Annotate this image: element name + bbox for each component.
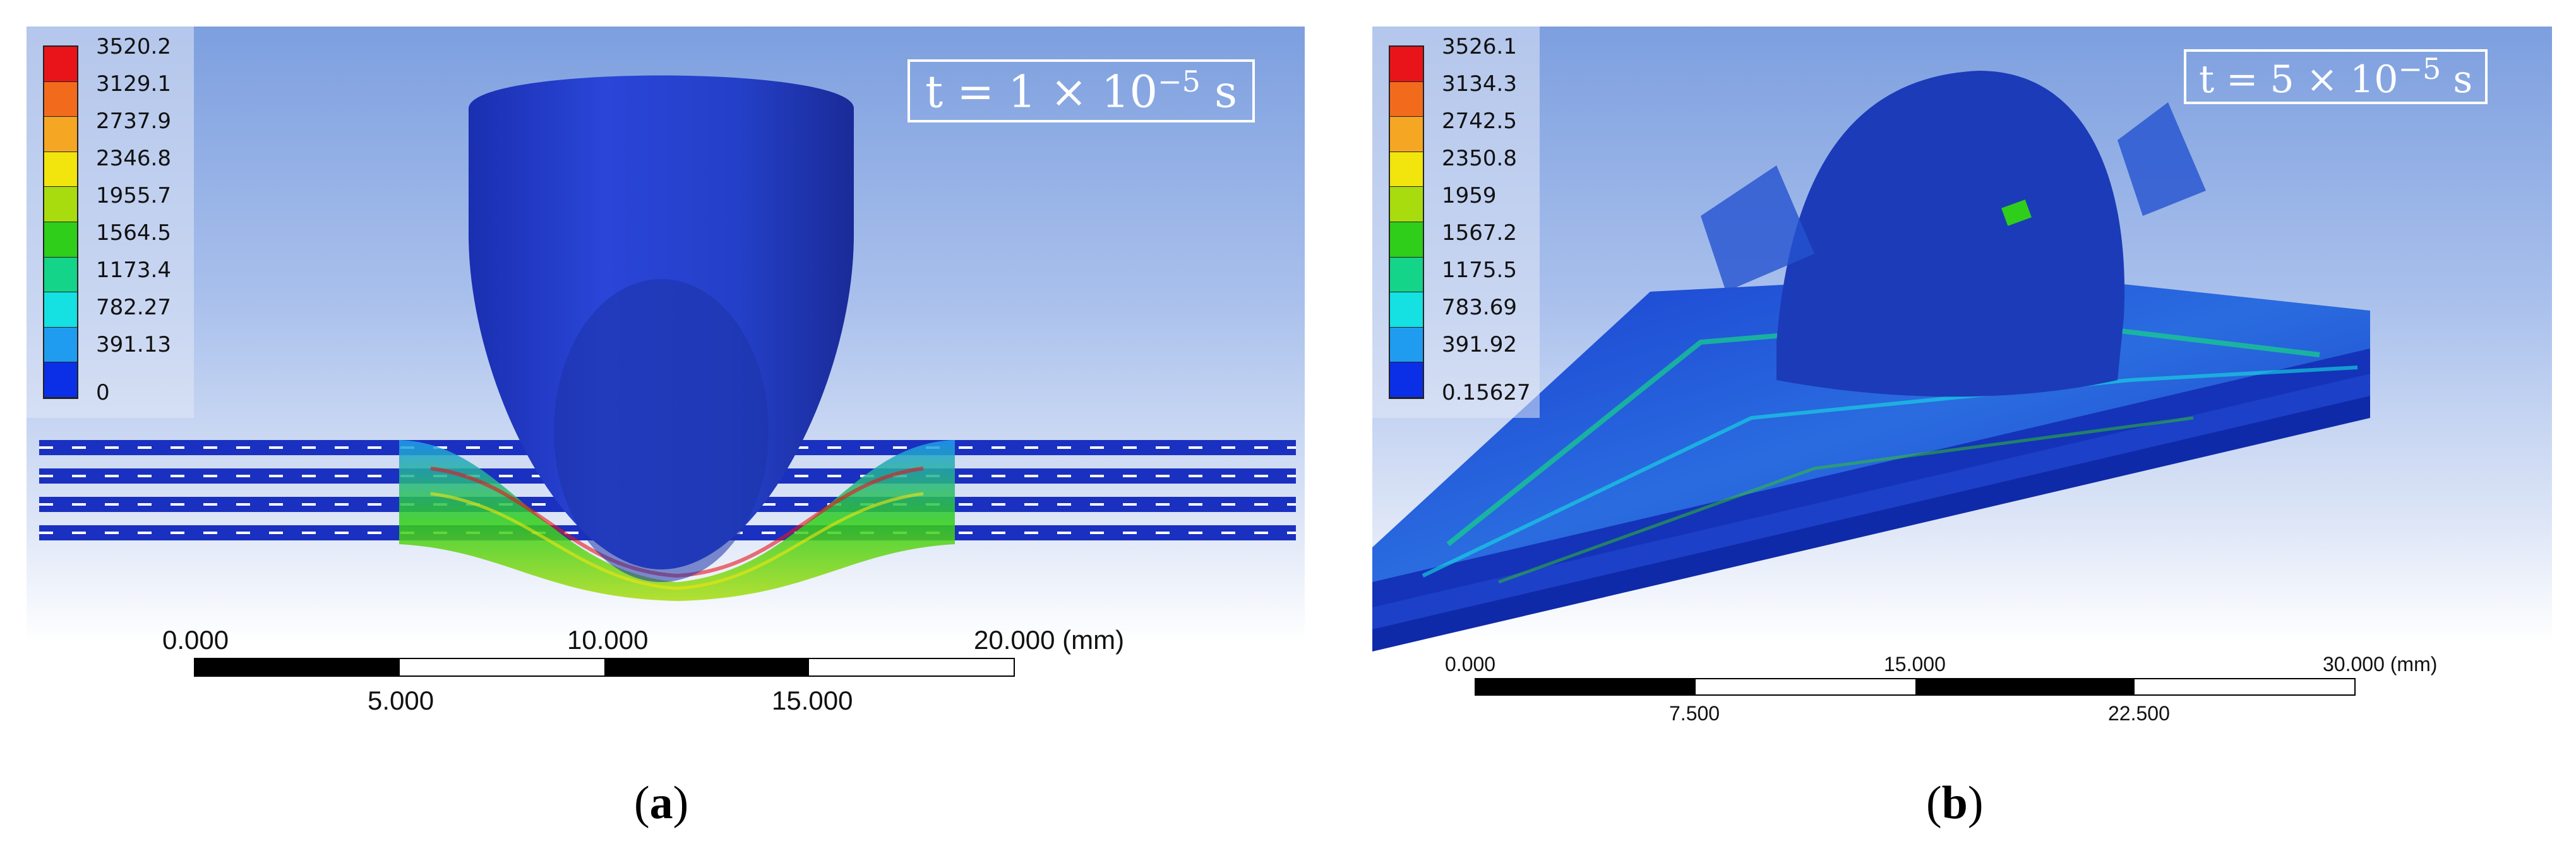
- legend-value: 2737.9: [96, 109, 171, 134]
- legend-value: 1955.7: [96, 183, 171, 208]
- legend-value: 1173.4: [96, 258, 171, 283]
- time-prefix: t = 5 × 10: [2199, 57, 2399, 102]
- legend-value: 782.27: [96, 295, 171, 320]
- legend-value: 391.92: [1442, 332, 1517, 357]
- time-exponent: −5: [2398, 52, 2441, 86]
- time-stamp-b: t = 5 × 10−5 s: [2184, 49, 2488, 104]
- time-unit: s: [2441, 57, 2473, 102]
- legend-value: 3526.1: [1442, 34, 1517, 59]
- simulation-panel-b: 3526.1 3134.3 2742.5 2350.8 1959 1567.2 …: [1372, 27, 2552, 743]
- stress-legend-b: 3526.1 3134.3 2742.5 2350.8 1959 1567.2 …: [1372, 27, 1540, 418]
- legend-value: 2350.8: [1442, 146, 1517, 171]
- scale-label: 5.000: [368, 686, 434, 715]
- legend-value: 1959: [1442, 183, 1497, 208]
- scale-label: 0.000: [1445, 653, 1496, 676]
- legend-value: 2346.8: [96, 146, 171, 171]
- color-swatch: [44, 187, 77, 222]
- scale-label: 30.000 (mm): [2323, 653, 2438, 676]
- color-bar-a: [43, 45, 78, 399]
- projectile-b: [1776, 71, 2125, 397]
- caption-b: (b): [1926, 777, 1984, 829]
- color-swatch: [1390, 257, 1423, 293]
- color-swatch: [44, 117, 77, 152]
- legend-value: 1567.2: [1442, 220, 1517, 246]
- legend-value: 391.13: [96, 332, 171, 357]
- color-swatch: [44, 222, 77, 258]
- caption-a: (a): [634, 777, 689, 829]
- scale-label: 10.000: [567, 625, 649, 655]
- color-swatch: [44, 152, 77, 187]
- color-swatch: [1390, 187, 1423, 222]
- scale-label: 7.500: [1669, 702, 1720, 725]
- projectile-impact-scene-a: [39, 75, 1296, 601]
- projectile-impact-scene-b: [1372, 71, 2370, 652]
- color-swatch: [1390, 152, 1423, 187]
- color-swatch: [1390, 81, 1423, 117]
- color-swatch: [1390, 47, 1423, 82]
- color-swatch: [1390, 117, 1423, 152]
- legend-value: 783.69: [1442, 295, 1517, 320]
- legend-value: 1175.5: [1442, 258, 1517, 283]
- color-bar-b: [1389, 45, 1424, 399]
- caption-letter: b: [1941, 777, 1968, 829]
- scale-ruler: [194, 658, 1015, 677]
- legend-value: 3134.3: [1442, 71, 1517, 97]
- legend-value: 3129.1: [96, 71, 171, 97]
- color-swatch: [1390, 292, 1423, 328]
- caption-letter: a: [649, 777, 673, 829]
- stress-legend-a: 3520.2 3129.1 2737.9 2346.8 1955.7 1564.…: [27, 27, 194, 418]
- simulation-panel-a: 3520.2 3129.1 2737.9 2346.8 1955.7 1564.…: [27, 27, 1305, 743]
- scale-ruler: [1475, 678, 2356, 696]
- time-stamp-a: t = 1 × 10−5 s: [908, 59, 1255, 123]
- color-swatch: [1390, 222, 1423, 258]
- damaged-plates-b: [1372, 273, 2370, 652]
- time-exponent: −5: [1158, 64, 1201, 98]
- time-prefix: t = 1 × 10: [925, 66, 1158, 118]
- legend-value: 3520.2: [96, 34, 171, 59]
- legend-value: 2742.5: [1442, 109, 1517, 134]
- color-swatch: [1390, 362, 1423, 398]
- legend-value: 0.15627: [1442, 380, 1531, 405]
- color-swatch: [44, 327, 77, 363]
- color-swatch: [1390, 327, 1423, 363]
- color-swatch: [44, 257, 77, 293]
- legend-value: 0: [96, 380, 110, 405]
- legend-value: 1564.5: [96, 220, 171, 246]
- color-swatch: [44, 47, 77, 82]
- color-swatch: [44, 81, 77, 117]
- scale-label: 15.000: [772, 686, 853, 715]
- color-swatch: [44, 292, 77, 328]
- scale-label: 22.500: [2108, 702, 2170, 725]
- impact-deformation-a: [399, 440, 955, 601]
- color-swatch: [44, 362, 77, 398]
- time-unit: s: [1200, 66, 1238, 118]
- scale-label: 20.000 (mm): [974, 625, 1125, 655]
- scale-label: 15.000: [1884, 653, 1946, 676]
- scale-label: 0.000: [162, 625, 229, 655]
